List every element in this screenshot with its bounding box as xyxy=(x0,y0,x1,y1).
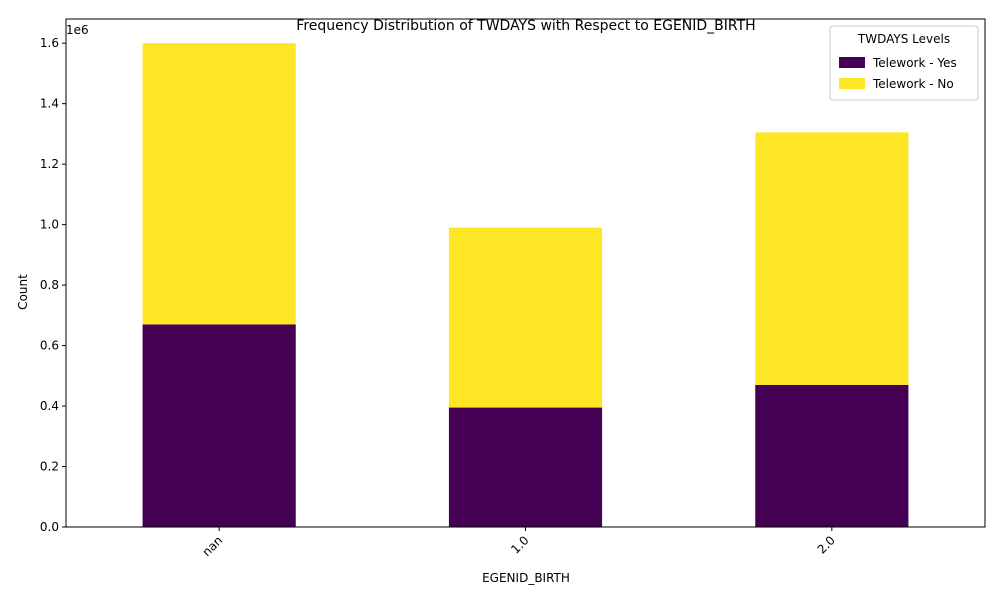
legend-swatch xyxy=(839,78,865,89)
bar-telework-no-nan xyxy=(142,43,296,325)
x-tick-label: 1.0 xyxy=(508,533,531,556)
y-tick-label: 1.6 xyxy=(40,36,59,50)
y-tick-label: 0.2 xyxy=(40,460,59,474)
y-tick-label: 1.4 xyxy=(40,97,59,111)
legend-frame xyxy=(829,25,979,101)
y-axis-multiplier: 1e6 xyxy=(66,23,89,37)
bar-telework-no-1-0 xyxy=(448,227,603,408)
y-tick-label: 0.4 xyxy=(40,399,59,413)
legend-title: TWDAYS Levels xyxy=(857,32,950,46)
y-tick-label: 0.6 xyxy=(40,339,59,353)
y-tick-label: 0.8 xyxy=(40,278,59,292)
bar-telework-yes-nan xyxy=(142,324,296,527)
x-axis-label: EGENID_BIRTH xyxy=(482,571,570,585)
y-tick-label: 1.0 xyxy=(40,218,59,232)
x-tick-label: nan xyxy=(199,533,225,559)
y-axis-label: Count xyxy=(16,274,30,310)
y-tick-label: 1.2 xyxy=(40,157,59,171)
plot-frame xyxy=(65,18,986,528)
bars-layer xyxy=(142,43,909,527)
bar-telework-no-2-0 xyxy=(755,132,909,385)
legend-swatch xyxy=(839,57,865,68)
legend: TWDAYS Levels Telework - Yes Telework - No xyxy=(829,25,979,101)
y-ticks-layer: 0.0 0.2 0.4 0.6 0.8 1.0 1.2 1.4 1.6 xyxy=(40,36,66,534)
y-tick-label: 0.0 xyxy=(40,520,59,534)
x-ticks-layer: nan 1.0 2.0 xyxy=(199,527,838,559)
legend-entry-label: Telework - No xyxy=(872,77,954,91)
bar-telework-yes-1-0 xyxy=(448,407,603,527)
x-tick-label: 2.0 xyxy=(815,533,838,556)
chart-title: Frequency Distribution of TWDAYS with Re… xyxy=(296,18,755,34)
bar-telework-yes-2-0 xyxy=(755,384,909,527)
legend-entry-label: Telework - Yes xyxy=(872,56,957,70)
